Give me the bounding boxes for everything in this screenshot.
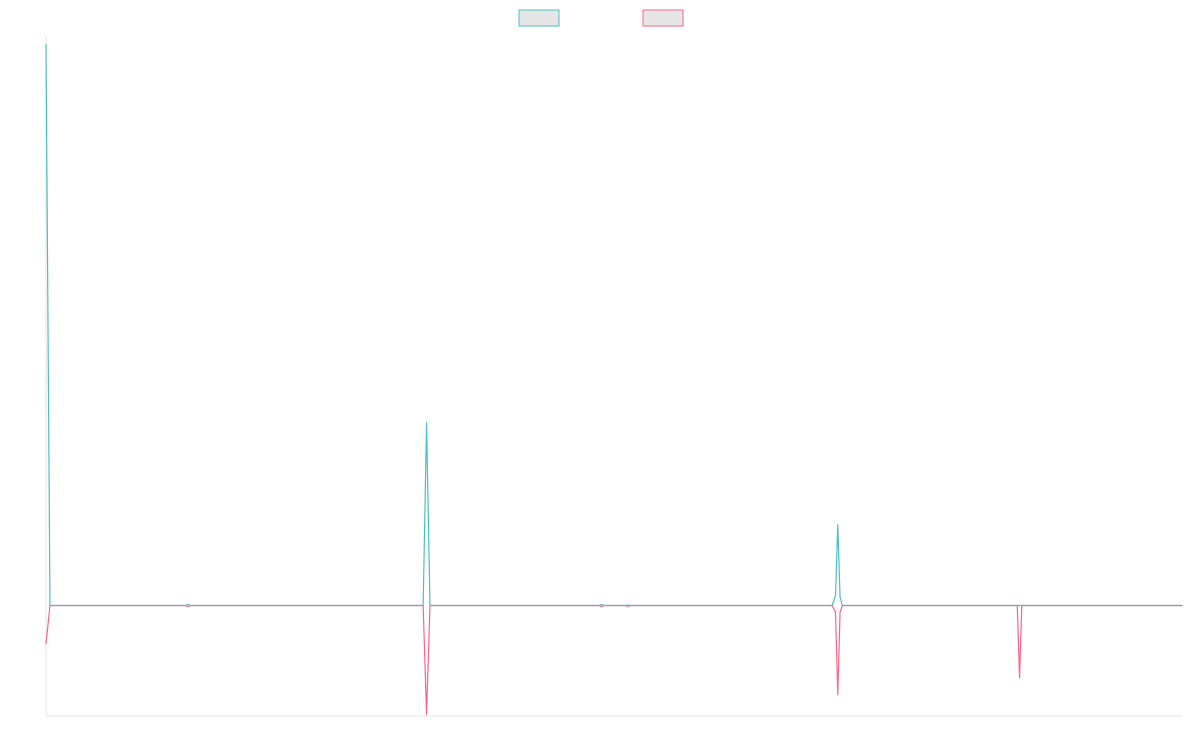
legend-swatch-series-1[interactable] <box>518 9 560 27</box>
legend-swatch-series-2[interactable] <box>642 9 684 27</box>
legend[interactable] <box>518 9 684 27</box>
series-line-2 <box>45 604 1183 715</box>
series-group <box>45 43 1183 715</box>
axes <box>45 36 1182 717</box>
series-line-1 <box>45 43 1183 607</box>
